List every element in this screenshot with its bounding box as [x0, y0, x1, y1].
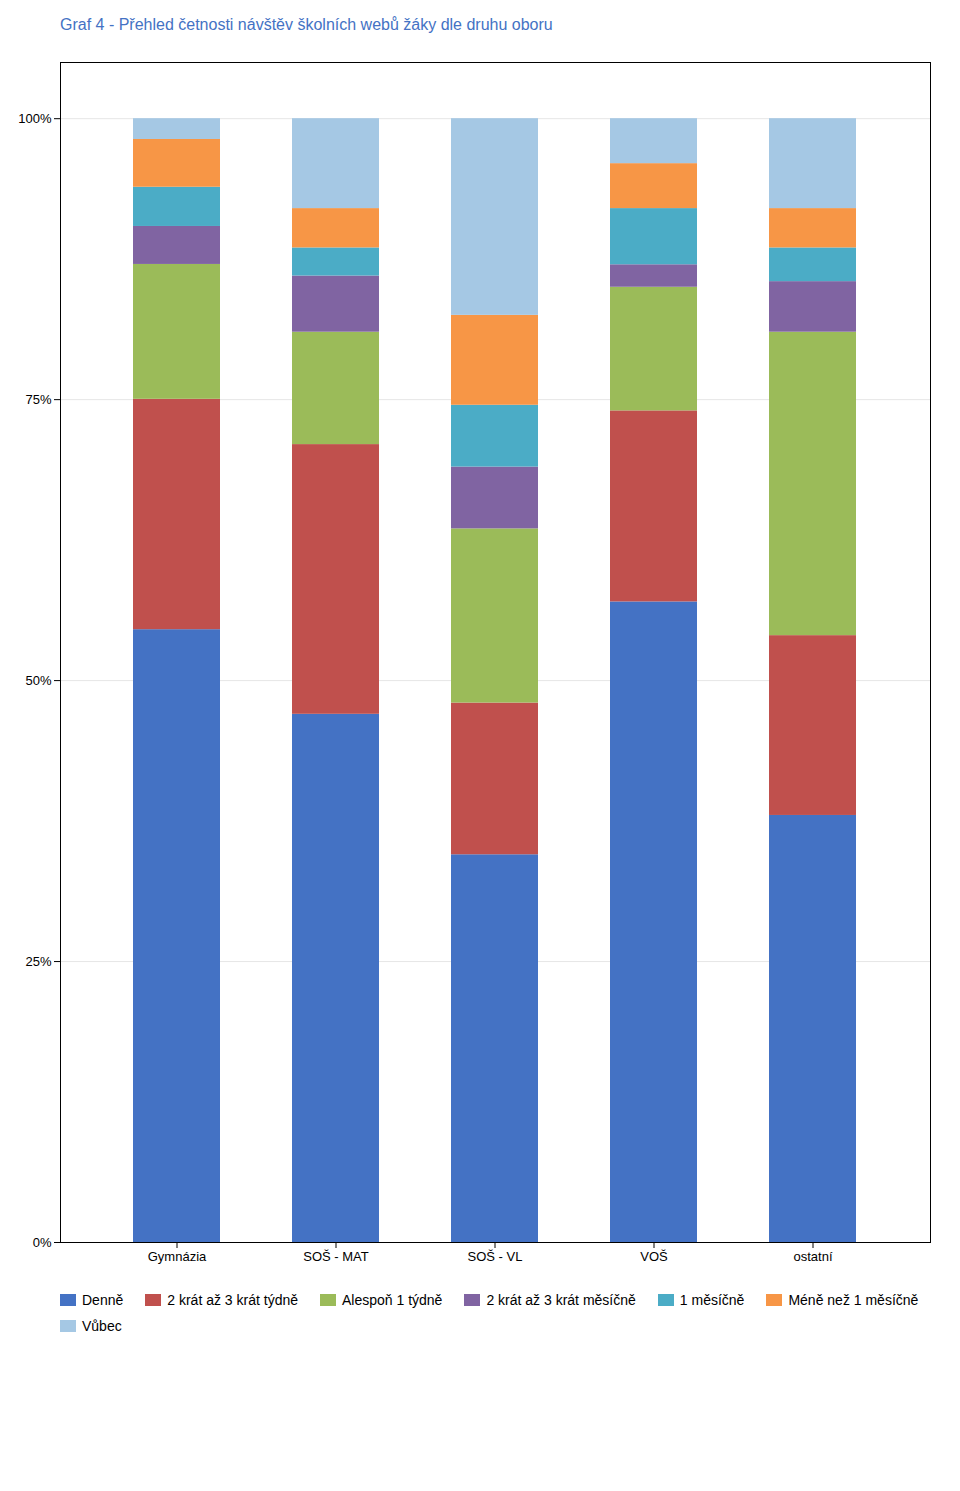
svg-text:100%: 100% [18, 111, 52, 126]
html-text:Denně: Denně [82, 1292, 124, 1308]
svg-text:SOŠ - MAT: SOŠ - MAT [303, 1249, 369, 1264]
svg-text:50%: 50% [25, 673, 51, 688]
svg-text:SOŠ - VL: SOŠ - VL [468, 1249, 523, 1264]
html-text:Méně než 1 měsíčně: Méně než 1 měsíčně [788, 1292, 919, 1308]
html-text:2 krát až 3 krát měsíčně: 2 krát až 3 krát měsíčně [486, 1292, 636, 1308]
svg-text:0%: 0% [33, 1235, 52, 1250]
svg-text:25%: 25% [25, 954, 51, 969]
html-text:Alespoň 1 týdně: Alespoň 1 týdně [342, 1292, 443, 1308]
svg-text:VOŠ: VOŠ [640, 1249, 668, 1264]
svg-text:75%: 75% [25, 392, 51, 407]
svg-text:ostatní: ostatní [793, 1249, 832, 1264]
html-text:1 měsíčně: 1 měsíčně [679, 1292, 745, 1308]
html-text:Graf 4 - Přehled četnosti návš: Graf 4 - Přehled četnosti návštěv školní… [60, 16, 553, 33]
svg-text:Gymnázia: Gymnázia [148, 1249, 207, 1264]
html-text:2 krát až 3 krát týdně: 2 krát až 3 krát týdně [167, 1292, 298, 1308]
html-text:Vůbec: Vůbec [82, 1318, 122, 1334]
